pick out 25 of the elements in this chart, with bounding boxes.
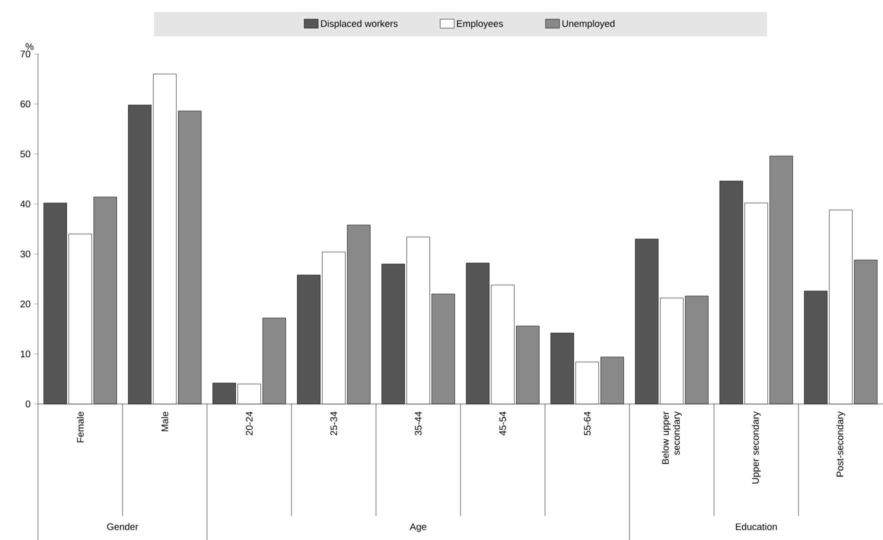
y-tick-label: 60 bbox=[20, 100, 30, 108]
x-tick-label: Male bbox=[161, 412, 168, 432]
x-tick-label: Female bbox=[76, 412, 84, 442]
legend-label: Unemployed bbox=[562, 20, 614, 29]
legend-label: Employees bbox=[457, 20, 503, 29]
x-tick-label: Upper secondary bbox=[752, 411, 761, 484]
x-tick-label: 25-34 bbox=[330, 412, 338, 436]
x-tick-label: Below upper secondary bbox=[662, 411, 682, 464]
x-tick-label: 20-24 bbox=[246, 412, 253, 436]
x-tick-label: 35-44 bbox=[414, 412, 422, 436]
y-tick-label: 40 bbox=[20, 200, 30, 208]
legend-label: Displaced workers bbox=[321, 20, 398, 29]
x-tick-label: 55-64 bbox=[584, 412, 591, 436]
y-tick-label: 0 bbox=[26, 400, 30, 408]
x-tick-label: 45-54 bbox=[499, 412, 506, 436]
y-tick-label: 50 bbox=[20, 150, 30, 158]
y-axis-title: % bbox=[26, 43, 34, 50]
text: Education bbox=[736, 523, 777, 530]
y-tick-label: 30 bbox=[20, 250, 30, 258]
y-tick-label: 70 bbox=[20, 50, 30, 58]
text: Gender bbox=[107, 523, 138, 530]
x-tick-label: Post-secondary bbox=[836, 411, 846, 477]
y-tick-label: 10 bbox=[20, 350, 30, 358]
y-tick-label: 20 bbox=[20, 300, 30, 308]
text: Age bbox=[410, 523, 426, 532]
